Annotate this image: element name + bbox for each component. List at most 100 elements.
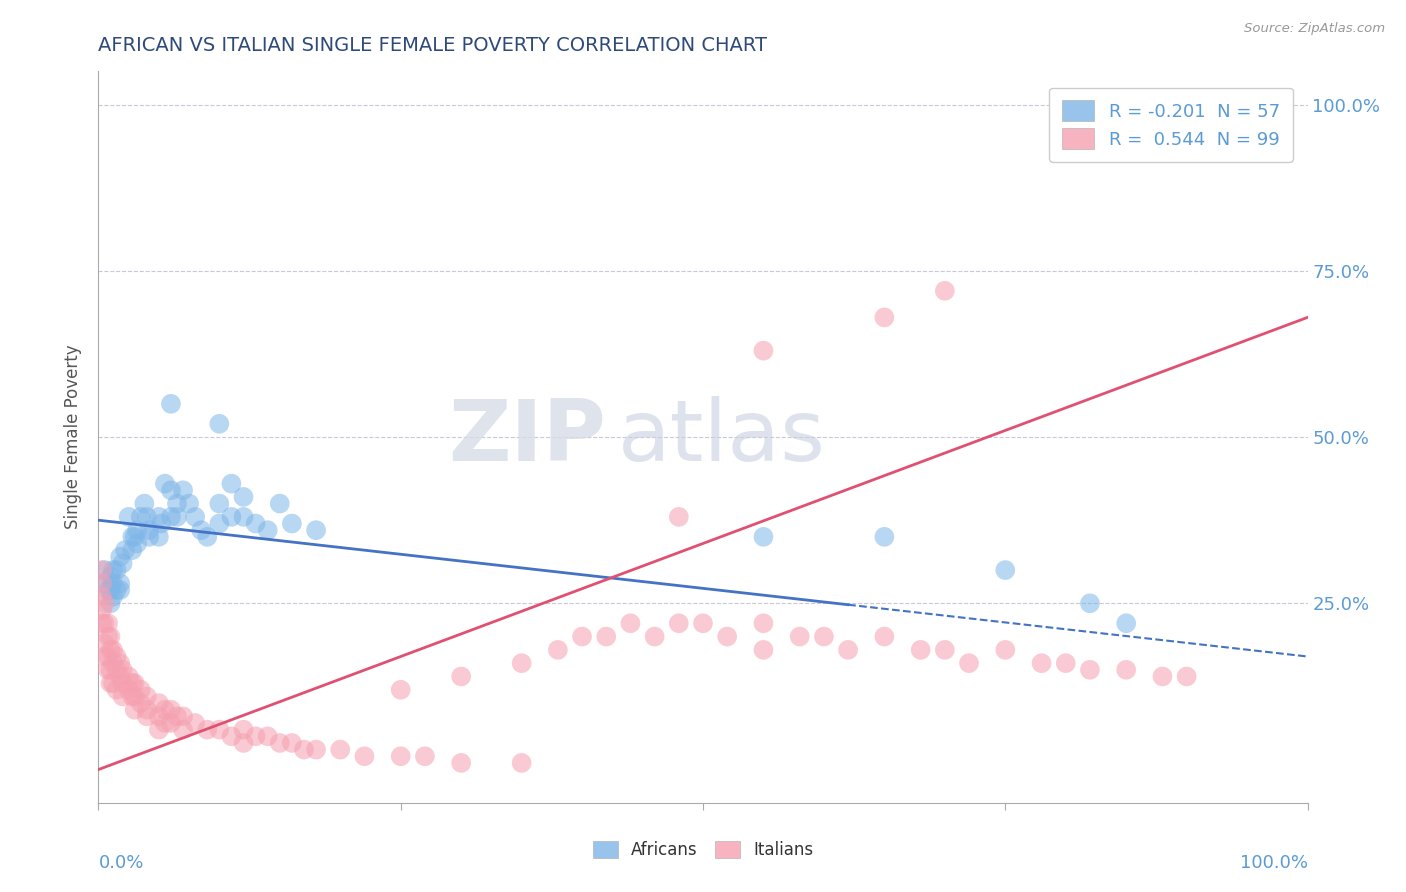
Point <box>305 523 328 537</box>
Point <box>166 497 188 511</box>
Point <box>91 590 114 604</box>
Point <box>129 696 152 710</box>
Point <box>873 630 896 644</box>
Point <box>121 690 143 704</box>
Point <box>1078 663 1101 677</box>
Point <box>108 582 131 597</box>
Point <box>111 676 134 690</box>
Text: Source: ZipAtlas.com: Source: ZipAtlas.com <box>1244 22 1385 36</box>
Point <box>166 709 188 723</box>
Point <box>389 682 412 697</box>
Point <box>108 576 131 591</box>
Point <box>873 530 896 544</box>
Point <box>105 649 128 664</box>
Point <box>668 616 690 631</box>
Point <box>97 582 120 597</box>
Point <box>97 663 120 677</box>
Point <box>105 682 128 697</box>
Point <box>510 656 533 670</box>
Text: ZIP: ZIP <box>449 395 606 479</box>
Point <box>1212 97 1234 112</box>
Point <box>789 630 811 644</box>
Text: AFRICAN VS ITALIAN SINGLE FEMALE POVERTY CORRELATION CHART: AFRICAN VS ITALIAN SINGLE FEMALE POVERTY… <box>98 36 768 54</box>
Point <box>450 669 472 683</box>
Point <box>172 709 194 723</box>
Point <box>148 723 170 737</box>
Point <box>135 509 157 524</box>
Point <box>232 509 254 524</box>
Point <box>153 476 176 491</box>
Point <box>100 630 122 644</box>
Point <box>245 516 267 531</box>
Point <box>1152 669 1174 683</box>
Point <box>150 516 173 531</box>
Point <box>221 729 243 743</box>
Point <box>184 509 207 524</box>
Point <box>910 643 932 657</box>
Point <box>135 690 157 704</box>
Point <box>93 636 115 650</box>
Point <box>100 676 122 690</box>
Point <box>160 509 183 524</box>
Point <box>148 696 170 710</box>
Point <box>1175 669 1198 683</box>
Point <box>245 729 267 743</box>
Point <box>153 716 176 731</box>
Point <box>101 563 124 577</box>
Point <box>101 576 124 591</box>
Point <box>1031 656 1053 670</box>
Point <box>752 616 775 631</box>
Point <box>329 742 352 756</box>
Point <box>105 582 128 597</box>
Point <box>118 669 141 683</box>
Point <box>135 709 157 723</box>
Point <box>1236 97 1258 112</box>
Point <box>135 703 157 717</box>
Point <box>100 570 122 584</box>
Point <box>208 417 231 431</box>
Point <box>1115 616 1137 631</box>
Point <box>127 523 149 537</box>
Point <box>105 563 128 577</box>
Point <box>413 749 436 764</box>
Point <box>114 543 136 558</box>
Point <box>160 483 183 498</box>
Legend: Africans, Italians: Africans, Italians <box>585 833 821 868</box>
Point <box>91 563 114 577</box>
Point <box>269 736 291 750</box>
Point <box>97 616 120 631</box>
Text: 0.0%: 0.0% <box>98 854 143 872</box>
Point <box>292 742 315 756</box>
Point <box>179 497 201 511</box>
Point <box>184 716 207 731</box>
Point <box>108 549 131 564</box>
Point <box>195 530 218 544</box>
Point <box>93 563 115 577</box>
Point <box>716 630 738 644</box>
Point <box>1115 663 1137 677</box>
Point <box>281 736 304 750</box>
Point <box>100 596 122 610</box>
Point <box>91 616 114 631</box>
Text: atlas: atlas <box>619 395 827 479</box>
Point <box>752 530 775 544</box>
Point <box>121 530 143 544</box>
Point <box>208 516 231 531</box>
Point <box>124 676 146 690</box>
Point <box>269 497 291 511</box>
Point <box>256 523 278 537</box>
Point <box>1260 97 1282 112</box>
Point <box>101 656 124 670</box>
Point <box>232 736 254 750</box>
Point <box>97 630 120 644</box>
Point <box>305 742 328 756</box>
Point <box>160 703 183 717</box>
Point <box>111 663 134 677</box>
Point <box>595 630 617 644</box>
Point <box>100 663 122 677</box>
Point <box>934 284 956 298</box>
Point <box>100 582 122 597</box>
Point <box>153 703 176 717</box>
Point <box>232 490 254 504</box>
Point <box>813 630 835 644</box>
